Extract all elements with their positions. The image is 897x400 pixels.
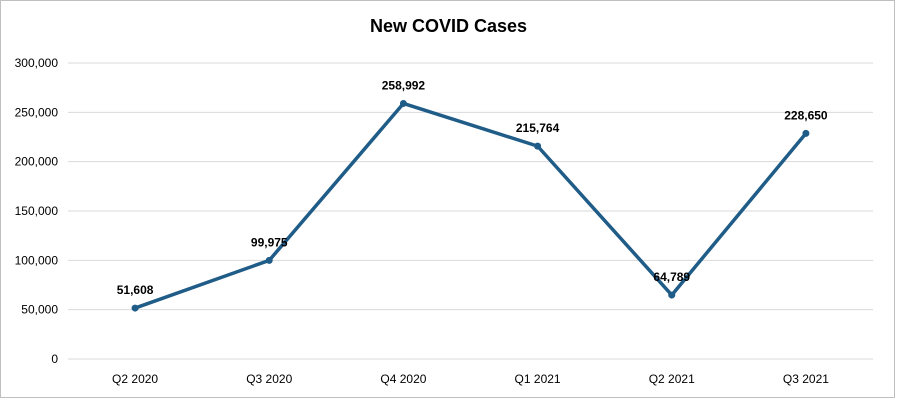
y-tick-label: 150,000 — [15, 204, 59, 218]
x-tick-label: Q2 2020 — [112, 372, 158, 386]
data-label: 258,992 — [382, 78, 426, 92]
y-tick-label: 100,000 — [15, 253, 59, 267]
data-point — [668, 291, 676, 299]
x-tick-label: Q1 2021 — [515, 372, 561, 386]
data-label: 51,608 — [117, 283, 154, 297]
data-point — [802, 129, 810, 137]
data-point — [399, 99, 407, 107]
y-tick-label: 250,000 — [15, 105, 59, 119]
data-label: 215,764 — [516, 121, 560, 135]
y-tick-label: 300,000 — [15, 56, 59, 70]
series — [131, 99, 810, 312]
y-tick-label: 200,000 — [15, 155, 59, 169]
data-label: 228,650 — [784, 108, 828, 122]
chart-title: New COVID Cases — [369, 16, 528, 36]
x-tick-label: Q3 2020 — [246, 372, 292, 386]
gridlines — [68, 62, 873, 360]
data-point — [534, 142, 542, 150]
y-tick-label: 0 — [51, 352, 58, 366]
x-axis-ticks: Q2 2020 Q3 2020 Q4 2020 Q1 2021 Q2 2021 Q3 20… — [112, 372, 829, 386]
y-axis-ticks: 0 50,000 100,000 150,000 200,000 250,000 300,0… — [15, 56, 59, 366]
y-tick-label: 50,000 — [21, 303, 58, 317]
x-tick-label: Q3 2021 — [783, 372, 829, 386]
data-labels: 51,608 99,975 258,992 215,764 64,789 228,650 — [117, 78, 828, 297]
x-tick-label: Q4 2020 — [380, 372, 426, 386]
series-line — [133, 101, 808, 310]
data-point — [265, 256, 273, 264]
data-point — [131, 304, 139, 312]
data-label: 64,789 — [653, 270, 690, 284]
data-label: 99,975 — [251, 235, 288, 249]
x-tick-label: Q2 2021 — [649, 372, 695, 386]
